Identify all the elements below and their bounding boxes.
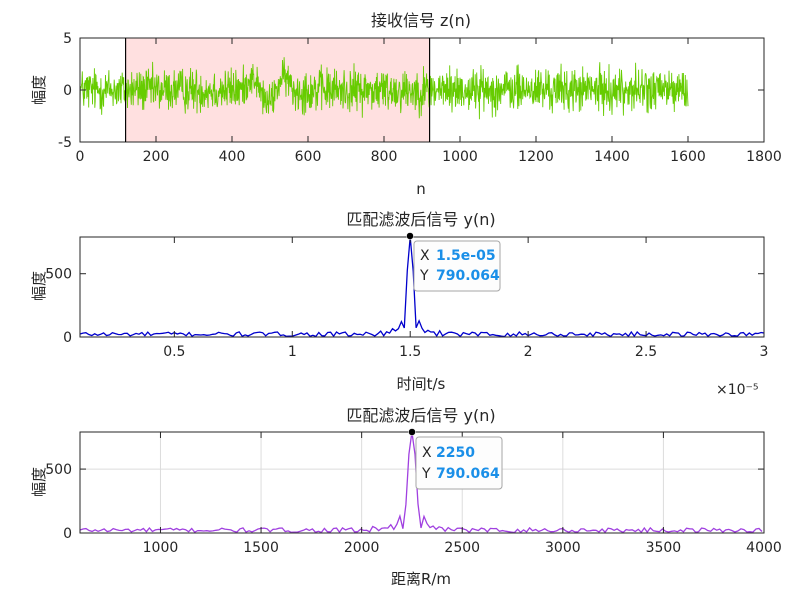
panel2-frame — [79, 236, 765, 338]
panel3-axes: 1000 1500 2000 2500 3000 3500 4000 0 500 — [45, 431, 782, 556]
x-tick-label: 200 — [143, 149, 170, 165]
panel2-datatip-marker — [406, 232, 414, 240]
panel-matched-filter-range: 匹配滤波后信号 y(n) 1000 1500 2000 2500 3000 3500 400… — [30, 406, 782, 588]
x-tick-label: 600 — [295, 149, 322, 165]
x-tick-label: 3000 — [545, 540, 581, 556]
x-tick-label: 0.5 — [163, 344, 185, 360]
x-tick-label: 2.5 — [635, 344, 657, 360]
x-tick-label: 4000 — [746, 540, 782, 556]
x-tick-label: 2500 — [444, 540, 480, 556]
x-tick-label: 1200 — [518, 149, 554, 165]
x-tick-label: 1600 — [670, 149, 706, 165]
panel2-x-multiplier: ×10⁻⁵ — [716, 382, 759, 398]
panel2-datatip-x-value: 1.5e-05 — [436, 248, 496, 264]
x-tick-label: 1500 — [243, 540, 279, 556]
x-tick-label: 1000 — [143, 540, 179, 556]
panel2-axes: 0.5 1 1.5 2 2.5 3 0 500 — [45, 236, 769, 360]
x-tick-label: 3500 — [646, 540, 682, 556]
y-tick-label: -5 — [58, 135, 72, 151]
panel2-datatip-y-label: Y — [419, 268, 429, 284]
panel1-xlabel: n — [416, 180, 426, 198]
y-tick-label: 0 — [63, 526, 72, 542]
panel3-series-line — [79, 431, 763, 534]
y-tick-label: 500 — [45, 462, 72, 478]
y-tick-label: 0 — [63, 330, 72, 346]
panel1-series-line — [79, 57, 689, 120]
x-tick-label: 400 — [219, 149, 246, 165]
panel2-ylabel: 幅度 — [30, 271, 48, 301]
x-tick-label: 1 — [288, 344, 297, 360]
panel2-series-line — [79, 236, 765, 338]
x-tick-label: 1400 — [594, 149, 630, 165]
panel-received-signal: 接收信号 z(n) 0 200 400 600 800 1000 1200 1400 1600 1… — [30, 11, 782, 198]
panel-matched-filter-time: 匹配滤波后信号 y(n) 0.5 1 1.5 2 2.5 3 0 500 时间t/s 幅度 ×… — [30, 210, 768, 398]
panel2-datatip-box — [413, 240, 501, 292]
panel3-datatip-box — [415, 436, 503, 490]
panel3-title: 匹配滤波后信号 y(n) — [346, 406, 495, 425]
panel2-xlabel: 时间t/s — [397, 375, 446, 393]
x-tick-label: 3 — [760, 344, 769, 360]
panel1-axes: 0 200 400 600 800 1000 1200 1400 1600 1800-505 — [58, 31, 782, 165]
panel3-datatip-marker — [408, 428, 416, 436]
panel3-datatip-x-label: X — [422, 445, 432, 461]
panel2-title: 匹配滤波后信号 y(n) — [346, 210, 495, 229]
panel2-datatip-x-label: X — [420, 248, 430, 264]
panel3-datatip-y-value: 790.064 — [436, 466, 500, 482]
panel3-xlabel: 距离R/m — [391, 570, 451, 588]
y-tick-label: 500 — [45, 267, 72, 283]
x-tick-label: 1000 — [442, 149, 478, 165]
x-tick-label: 0 — [76, 149, 85, 165]
panel3-datatip-y-label: Y — [421, 466, 431, 482]
panel3-datatip-x-value: 2250 — [436, 445, 475, 461]
x-tick-label: 1.5 — [399, 344, 421, 360]
panel3-datatip[interactable]: X 2250 Y 790.064 — [408, 428, 503, 490]
panel2-datatip[interactable]: X 1.5e-05 Y 790.064 — [406, 232, 501, 292]
panel3-frame — [79, 431, 765, 534]
y-tick-label: 5 — [63, 31, 72, 47]
x-tick-label: 2000 — [344, 540, 380, 556]
panel1-ylabel: 幅度 — [30, 75, 48, 105]
x-tick-label: 800 — [371, 149, 398, 165]
panel3-ylabel: 幅度 — [30, 467, 48, 497]
x-tick-label: 2 — [524, 344, 533, 360]
panel1-title: 接收信号 z(n) — [371, 11, 471, 30]
panel2-datatip-y-value: 790.064 — [436, 268, 500, 284]
x-tick-label: 1800 — [746, 149, 782, 165]
y-tick-label: 0 — [63, 83, 72, 99]
